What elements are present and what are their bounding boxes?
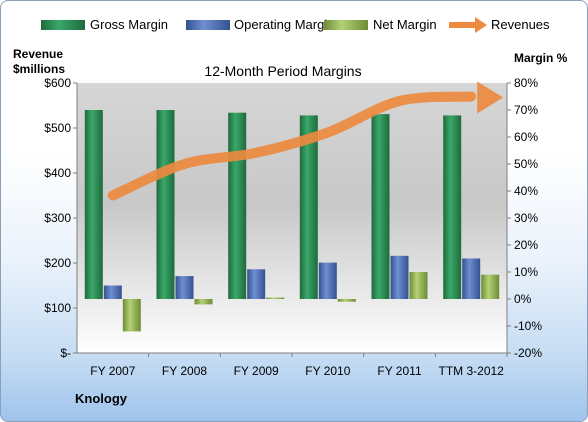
left-tick-label-2: $200 bbox=[44, 256, 71, 270]
legend-swatch-net-margin bbox=[324, 20, 368, 30]
x-tick-label-3: FY 2010 bbox=[305, 364, 350, 378]
left-tick-label-0: $- bbox=[60, 346, 71, 360]
bar-operating-margin-0 bbox=[103, 285, 122, 299]
right-tick-label-7: 50% bbox=[514, 157, 538, 171]
left-tick-label-3: $300 bbox=[44, 211, 71, 225]
bar-gross-margin-4 bbox=[371, 114, 390, 299]
x-tick-label-5: TTM 3-2012 bbox=[438, 364, 504, 378]
company-label: Knology bbox=[75, 391, 128, 406]
left-axis-title-line1: Revenue bbox=[13, 47, 63, 61]
right-axis-title: Margin % bbox=[514, 51, 568, 65]
right-tick-label-8: 60% bbox=[514, 130, 538, 144]
bar-gross-margin-2 bbox=[228, 112, 247, 299]
right-tick-label-6: 40% bbox=[514, 184, 538, 198]
x-tick-label-1: FY 2008 bbox=[162, 364, 207, 378]
bar-gross-margin-1 bbox=[156, 110, 175, 299]
bar-operating-margin-1 bbox=[175, 276, 194, 299]
x-tick-label-2: FY 2009 bbox=[234, 364, 279, 378]
legend-item-operating-margin: Operating Margin bbox=[186, 17, 334, 32]
right-tick-label-9: 70% bbox=[514, 103, 538, 117]
right-tick-label-2: 0% bbox=[514, 292, 532, 306]
legend-label-revenues: Revenues bbox=[491, 17, 550, 32]
legend-label-gross-margin: Gross Margin bbox=[90, 17, 168, 32]
revenues-arrowhead bbox=[477, 81, 504, 114]
left-axis-title-line2: $millions bbox=[13, 62, 65, 76]
legend: Gross Margin Operating Margin Net Margin… bbox=[41, 17, 550, 33]
legend-item-gross-margin: Gross Margin bbox=[41, 17, 168, 32]
right-tick-label-10: 80% bbox=[514, 76, 538, 90]
right-tick-label-0: -20% bbox=[514, 346, 542, 360]
x-tick-label-0: FY 2007 bbox=[90, 364, 135, 378]
bar-operating-margin-4 bbox=[390, 255, 409, 299]
legend-item-revenues: Revenues bbox=[449, 17, 550, 33]
bar-gross-margin-3 bbox=[299, 115, 318, 300]
bar-net-margin-4 bbox=[409, 272, 428, 299]
chart-title: 12-Month Period Margins bbox=[204, 63, 361, 79]
legend-swatch-revenues-arrowhead bbox=[475, 17, 487, 33]
bar-gross-margin-5 bbox=[443, 115, 462, 300]
bar-operating-margin-2 bbox=[247, 269, 266, 299]
left-tick-label-4: $400 bbox=[44, 166, 71, 180]
bar-net-margin-2 bbox=[266, 297, 285, 299]
legend-label-operating-margin: Operating Margin bbox=[234, 17, 334, 32]
left-tick-label-5: $500 bbox=[44, 121, 71, 135]
bar-net-margin-5 bbox=[481, 274, 500, 299]
bar-net-margin-1 bbox=[194, 299, 213, 305]
legend-item-net-margin: Net Margin bbox=[324, 17, 437, 32]
legend-label-net-margin: Net Margin bbox=[373, 17, 437, 32]
bar-operating-margin-3 bbox=[318, 262, 337, 299]
bar-net-margin-0 bbox=[122, 299, 141, 332]
bar-net-margin-3 bbox=[337, 299, 356, 302]
left-tick-label-6: $600 bbox=[44, 76, 71, 90]
legend-swatch-operating-margin bbox=[186, 20, 230, 30]
left-tick-label-1: $100 bbox=[44, 301, 71, 315]
bars-layer bbox=[84, 110, 500, 332]
revenues-line bbox=[107, 91, 477, 201]
right-tick-label-4: 20% bbox=[514, 238, 538, 252]
right-tick-label-5: 30% bbox=[514, 211, 538, 225]
x-tick-label-4: FY 2011 bbox=[377, 364, 422, 378]
right-tick-label-3: 10% bbox=[514, 265, 538, 279]
plot-area bbox=[77, 83, 507, 353]
right-tick-label-1: -10% bbox=[514, 319, 542, 333]
bar-gross-margin-0 bbox=[84, 110, 103, 299]
bar-operating-margin-5 bbox=[462, 258, 481, 299]
axes-layer: $- $100 $200 $300 $400 $500 $600 -20% -10% 0% 10% 2… bbox=[44, 76, 542, 378]
legend-swatch-gross-margin bbox=[41, 20, 85, 30]
